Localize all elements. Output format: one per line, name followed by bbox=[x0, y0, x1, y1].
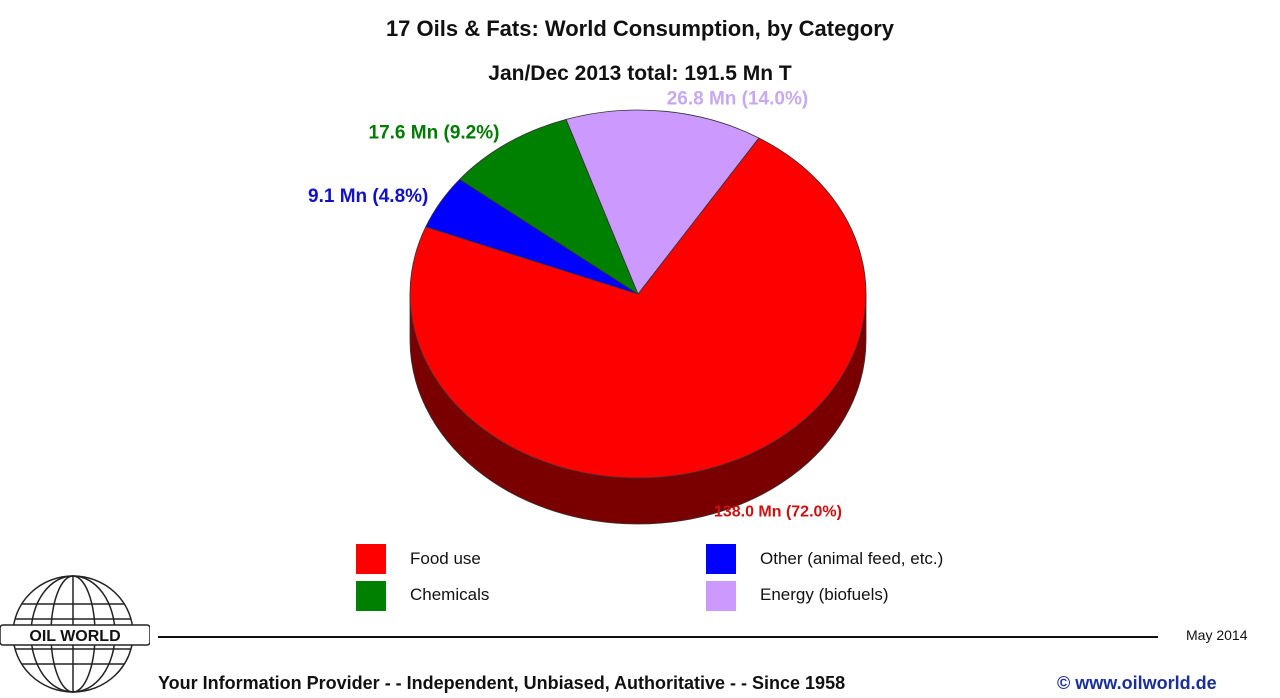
footer-tagline: Your Information Provider - - Independen… bbox=[158, 673, 846, 693]
footer-rule bbox=[158, 636, 1158, 638]
pie-slice-chemicals bbox=[459, 118, 639, 296]
legend-swatch-chemicals bbox=[356, 581, 386, 611]
data-label-other-animal-feed-etc: 9.1 Mn (4.8%) bbox=[308, 186, 428, 207]
oil-world-logo: OIL WORLD bbox=[0, 575, 150, 693]
chart-title: 17 Oils & Fats: World Consumption, by Ca… bbox=[385, 16, 895, 41]
logo-text: OIL WORLD bbox=[29, 628, 120, 645]
legend-label-other: Other (animal feed, etc.) bbox=[760, 549, 944, 568]
legend-label-energy: Energy (biofuels) bbox=[760, 585, 889, 604]
pie-slice-energy-biofuels bbox=[565, 109, 760, 295]
chart-subtitle: Jan/Dec 2013 total: 191.5 Mn T bbox=[488, 62, 792, 85]
data-label-food-use: 138.0 Mn (72.0%) bbox=[714, 504, 842, 521]
legend-swatch-energy bbox=[706, 581, 736, 611]
legend-swatch-food-use bbox=[356, 544, 386, 574]
data-label-energy-biofuels: 26.8 Mn (14.0%) bbox=[667, 88, 809, 109]
data-label-chemicals: 17.6 Mn (9.2%) bbox=[369, 123, 500, 144]
legend-label-chemicals: Chemicals bbox=[410, 585, 490, 604]
pie-slice-food-use bbox=[409, 137, 867, 479]
legend-swatch-other bbox=[706, 544, 736, 574]
legend-label-food-use: Food use bbox=[410, 549, 481, 568]
footer-date: May 2014 bbox=[1186, 627, 1248, 643]
footer-url-link[interactable]: © www.oilworld.de bbox=[1057, 673, 1217, 693]
